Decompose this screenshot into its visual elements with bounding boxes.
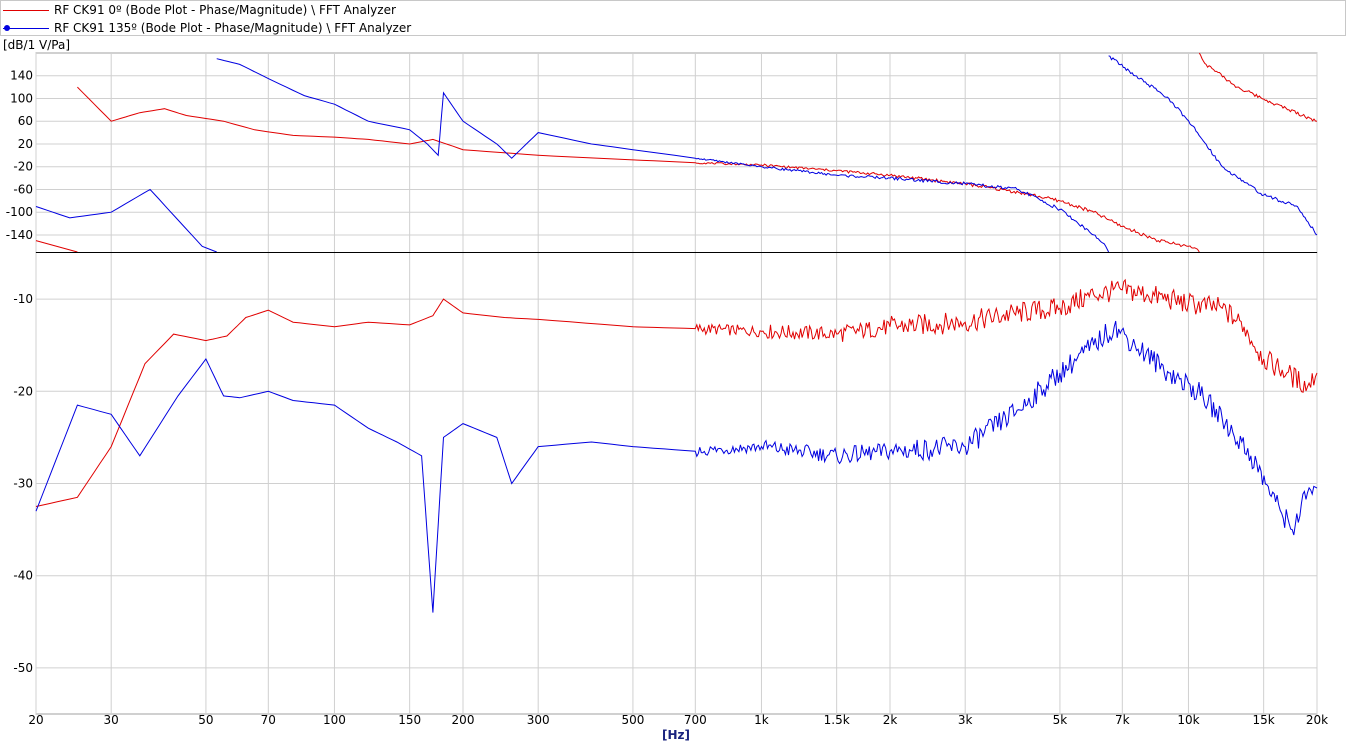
- y-tick-label: -10: [13, 292, 33, 306]
- series-line: [35, 278, 1318, 507]
- phase-y-ticks: 140 100 60 20 -20 -60 -100 -140: [6, 69, 33, 242]
- magnitude-y-ticks: -10 -20 -30 -40 -50: [13, 292, 33, 675]
- x-ticks: 20 30 50 70 100 150 200 300 500 700 1k 1.5k 2k 3k 5k 7k…: [28, 713, 1328, 727]
- y-tick-label: 100: [10, 91, 33, 105]
- y-tick-label: -50: [13, 661, 33, 675]
- x-tick-label: 100: [323, 713, 346, 727]
- x-tick-label: 15k: [1253, 713, 1275, 727]
- magnitude-series: [35, 278, 1318, 613]
- x-tick-label: 300: [527, 713, 550, 727]
- x-tick-label: 1.5k: [824, 713, 850, 727]
- y-tick-label: 60: [18, 114, 33, 128]
- x-tick-label: 7k: [1115, 713, 1130, 727]
- x-tick-label: 50: [198, 713, 213, 727]
- x-tick-label: 20k: [1306, 713, 1328, 727]
- legend-label: RF CK91 135º (Bode Plot - Phase/Magnitud…: [54, 21, 412, 35]
- x-tick-label: 3k: [958, 713, 973, 727]
- series-line: [35, 55, 1318, 253]
- y-tick-label: -30: [13, 477, 33, 491]
- y-tick-label: -60: [13, 182, 33, 196]
- y-tick-label: -20: [13, 384, 33, 398]
- x-tick-label: 700: [684, 713, 707, 727]
- legend-swatch: [3, 28, 49, 29]
- x-tick-label: 2k: [883, 713, 898, 727]
- x-unit-label: [Hz]: [662, 728, 690, 742]
- phase-grid: [35, 53, 1318, 252]
- y-tick-label: -140: [6, 228, 33, 242]
- phase-series: [35, 52, 1318, 253]
- series-line: [35, 52, 1318, 253]
- x-tick-label: 20: [28, 713, 43, 727]
- legend-item[interactable]: RF CK91 135º (Bode Plot - Phase/Magnitud…: [1, 19, 1341, 37]
- x-tick-label: 500: [621, 713, 644, 727]
- y-tick-label: 140: [10, 69, 33, 83]
- series-line: [35, 320, 1318, 613]
- y-tick-label: -20: [13, 160, 33, 174]
- y-unit-label: [dB/1 V/Pa]: [3, 38, 71, 52]
- x-tick-label: 30: [104, 713, 119, 727]
- legend-item[interactable]: RF CK91 0º (Bode Plot - Phase/Magnitude)…: [1, 1, 1341, 19]
- x-tick-label: 1k: [754, 713, 769, 727]
- magnitude-grid: [35, 253, 1318, 714]
- y-tick-label: -40: [13, 569, 33, 583]
- legend: RF CK91 0º (Bode Plot - Phase/Magnitude)…: [0, 0, 1346, 36]
- x-tick-label: 150: [398, 713, 421, 727]
- legend-marker: [4, 25, 10, 31]
- y-tick-label: -100: [6, 205, 33, 219]
- x-tick-label: 70: [261, 713, 276, 727]
- x-tick-label: 5k: [1053, 713, 1068, 727]
- y-tick-label: 20: [18, 137, 33, 151]
- phase-panel: [35, 52, 1318, 715]
- x-tick-label: 200: [452, 713, 475, 727]
- legend-swatch: [3, 10, 49, 11]
- x-tick-label: 10k: [1177, 713, 1199, 727]
- legend-label: RF CK91 0º (Bode Plot - Phase/Magnitude)…: [54, 3, 396, 17]
